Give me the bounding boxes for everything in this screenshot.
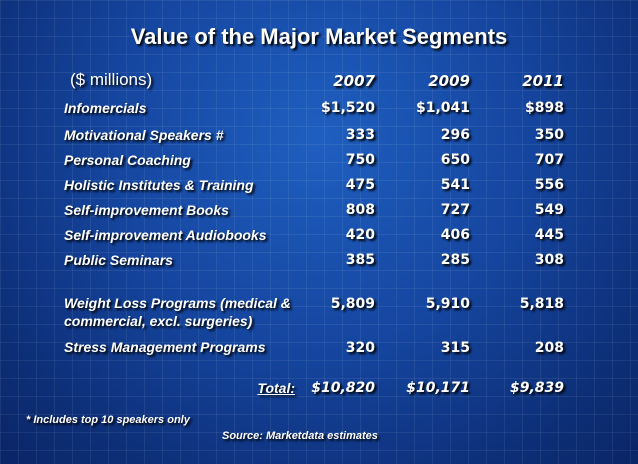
row-label-personal-coaching: Personal Coaching: [64, 152, 191, 168]
cell-value: 420: [345, 227, 375, 243]
cell-value: $1,041: [415, 100, 470, 116]
total-value-2011: $9,839: [509, 380, 564, 396]
row-label-motivational-speakers: Motivational Speakers #: [64, 127, 224, 143]
year-header-2009: 2009: [428, 72, 470, 90]
cell-value: 285: [440, 252, 470, 268]
cell-value: 333: [345, 127, 375, 143]
cell-value: 808: [345, 202, 375, 218]
cell-value: 385: [345, 252, 375, 268]
cell-value: 406: [440, 227, 470, 243]
row-label-weight-loss-programs: Weight Loss Programs (medical & commerci…: [64, 295, 291, 329]
row-label-self-improvement-audiobooks: Self-improvement Audiobooks: [64, 227, 267, 243]
row-label-holistic-institutes: Holistic Institutes & Training: [64, 177, 254, 193]
cell-value: 445: [534, 227, 564, 243]
footnote: * Includes top 10 speakers only: [26, 414, 190, 426]
units-label: ($ millions): [70, 70, 153, 89]
row-label-infomercials: Infomercials: [64, 100, 147, 116]
cell-value: 707: [534, 152, 564, 168]
cell-value: $898: [525, 100, 564, 116]
cell-value: 650: [440, 152, 470, 168]
cell-value: 208: [534, 340, 564, 356]
year-header-2007: 2007: [333, 72, 375, 90]
cell-value: 350: [534, 127, 564, 143]
cell-value: 5,809: [330, 296, 375, 312]
row-label-stress-management: Stress Management Programs: [64, 339, 266, 355]
cell-value: 549: [534, 202, 564, 218]
cell-value: 5,910: [425, 296, 470, 312]
row-label-self-improvement-books: Self-improvement Books: [64, 202, 229, 218]
cell-value: 750: [345, 152, 375, 168]
cell-value: 296: [440, 127, 470, 143]
cell-value: $1,520: [320, 100, 375, 116]
year-header-2011: 2011: [522, 72, 564, 90]
cell-value: 5,818: [519, 296, 564, 312]
cell-value: 320: [345, 340, 375, 356]
total-label: Total:: [257, 380, 295, 396]
cell-value: 308: [534, 252, 564, 268]
slide-title: Value of the Major Market Segments: [130, 24, 508, 49]
total-value-2009: $10,171: [406, 380, 470, 396]
total-value-2007: $10,820: [311, 380, 375, 396]
cell-value: 556: [534, 177, 564, 193]
cell-value: 541: [440, 177, 470, 193]
cell-value: 475: [345, 177, 375, 193]
row-label-public-seminars: Public Seminars: [64, 252, 173, 268]
source-note: Source: Marketdata estimates: [222, 430, 378, 442]
cell-value: 315: [440, 340, 470, 356]
cell-value: 727: [440, 202, 470, 218]
